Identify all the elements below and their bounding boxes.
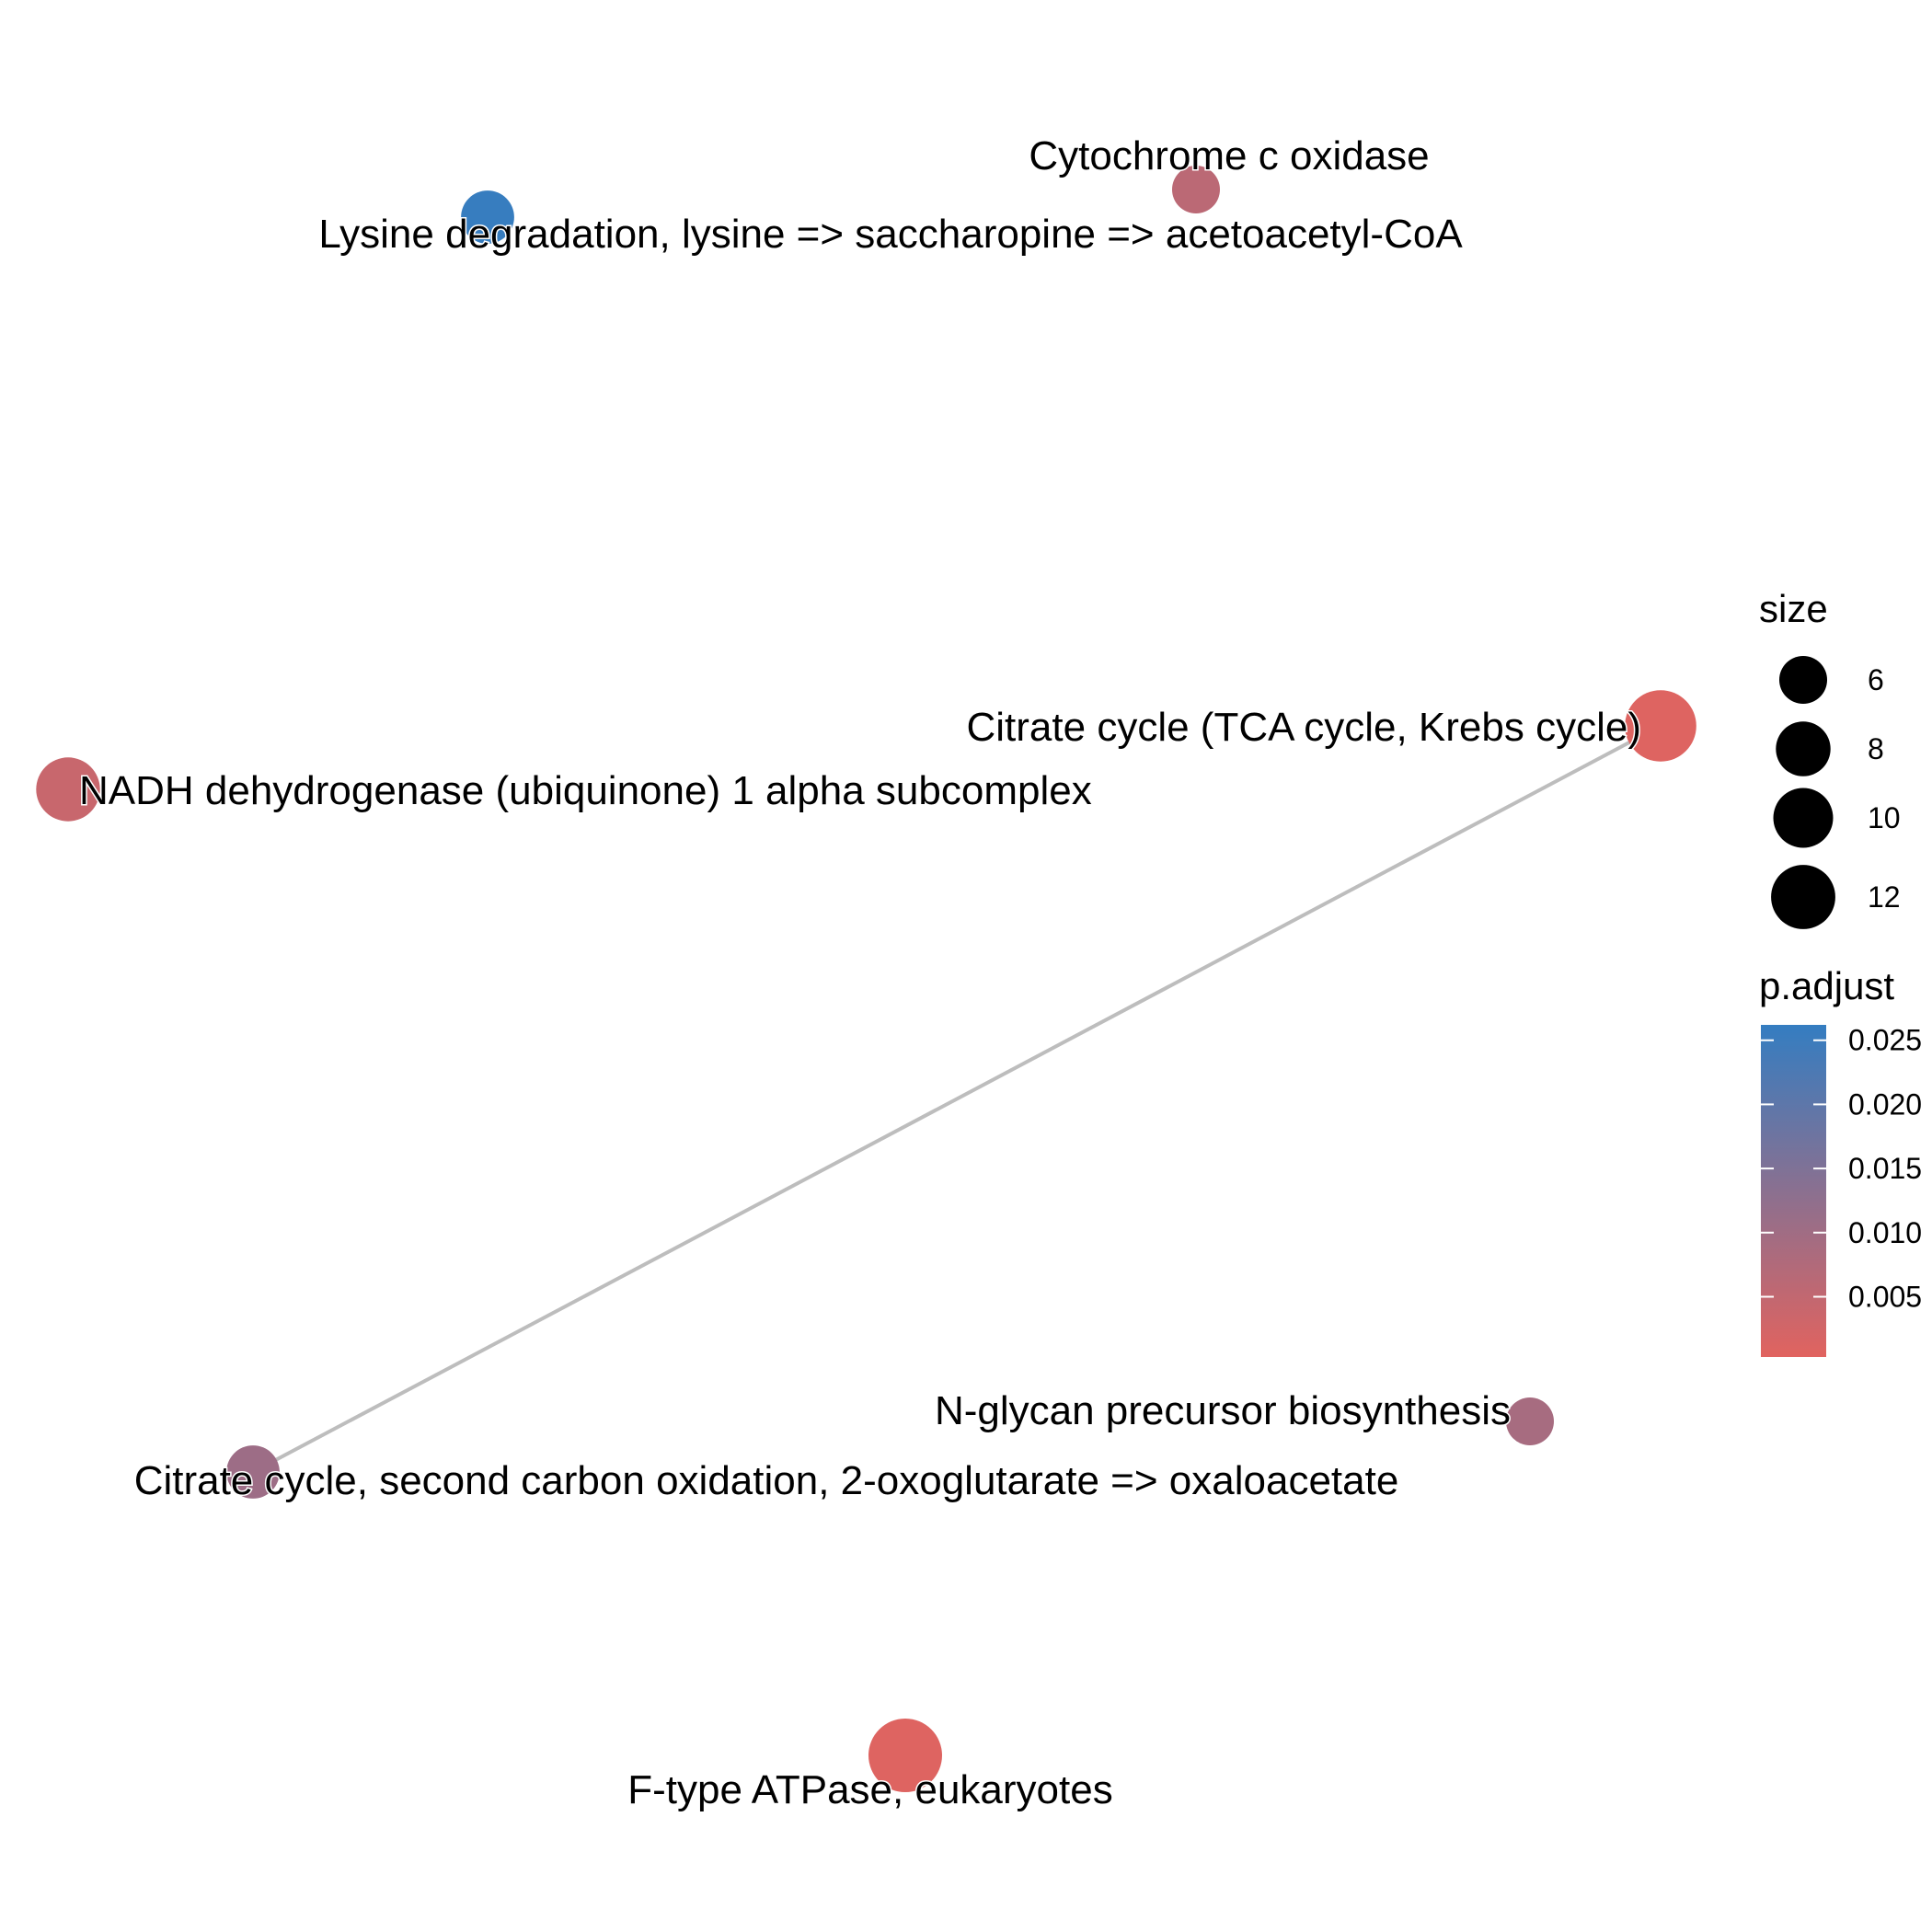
size-legend-key-8	[1776, 721, 1831, 776]
node-label-nadh: NADH dehydrogenase (ubiquinone) 1 alpha …	[79, 768, 1092, 813]
labels-layer: Lysine degradation, lysine => saccharopi…	[78, 132, 1643, 1814]
color-legend-label-3: 0.010	[1848, 1216, 1922, 1249]
size-legend-label-10: 10	[1868, 801, 1901, 834]
edges-layer	[252, 724, 1662, 1474]
node-lysine	[461, 190, 514, 244]
node-label-lysine: Lysine degradation, lysine => saccharopi…	[318, 212, 1463, 257]
node-tca	[1625, 690, 1696, 762]
node-cox	[1172, 166, 1220, 213]
size-legend-key-10	[1773, 788, 1834, 848]
size-legend-title: size	[1759, 587, 1828, 630]
size-legend-label-12: 12	[1868, 880, 1901, 914]
color-legend-ticks: 0.025 0.020 0.015 0.010 0.005	[1761, 1024, 1922, 1313]
size-legend-label-8: 8	[1868, 732, 1884, 765]
color-legend-label-4: 0.005	[1848, 1280, 1922, 1313]
node-label-cox: Cytochrome c oxidase	[1029, 133, 1429, 178]
node-label-tca: Citrate cycle (TCA cycle, Krebs cycle)	[967, 705, 1642, 750]
color-legend-label-0: 0.025	[1848, 1024, 1922, 1057]
node-label-nglycan: N-glycan precursor biosynthesis	[935, 1388, 1511, 1433]
nodes-layer	[36, 166, 1696, 1792]
node-citrate2	[226, 1445, 280, 1499]
node-nadh	[36, 757, 100, 822]
node-nglycan	[1506, 1397, 1554, 1445]
size-legend-label-6: 6	[1868, 663, 1884, 696]
size-legend-items: 6 8 10 12	[1771, 655, 1901, 929]
node-label-citrate2: Citrate cycle, second carbon oxidation, …	[134, 1458, 1399, 1503]
color-legend-title: p.adjust	[1759, 964, 1894, 1007]
size-legend-key-12	[1771, 865, 1835, 929]
node-atpase	[868, 1719, 942, 1792]
edge-tca-citrate2	[252, 724, 1662, 1474]
size-legend-key-6	[1778, 655, 1828, 705]
color-bar	[1761, 1025, 1826, 1357]
node-label-atpase: F-type ATPase, eukaryotes	[627, 1767, 1112, 1812]
legend: size 6 8 10 12 p.adjust 0.025 0.020 0.015 0.01…	[1759, 587, 1922, 1357]
color-legend-label-1: 0.020	[1848, 1087, 1922, 1121]
color-legend-label-2: 0.015	[1848, 1152, 1922, 1185]
